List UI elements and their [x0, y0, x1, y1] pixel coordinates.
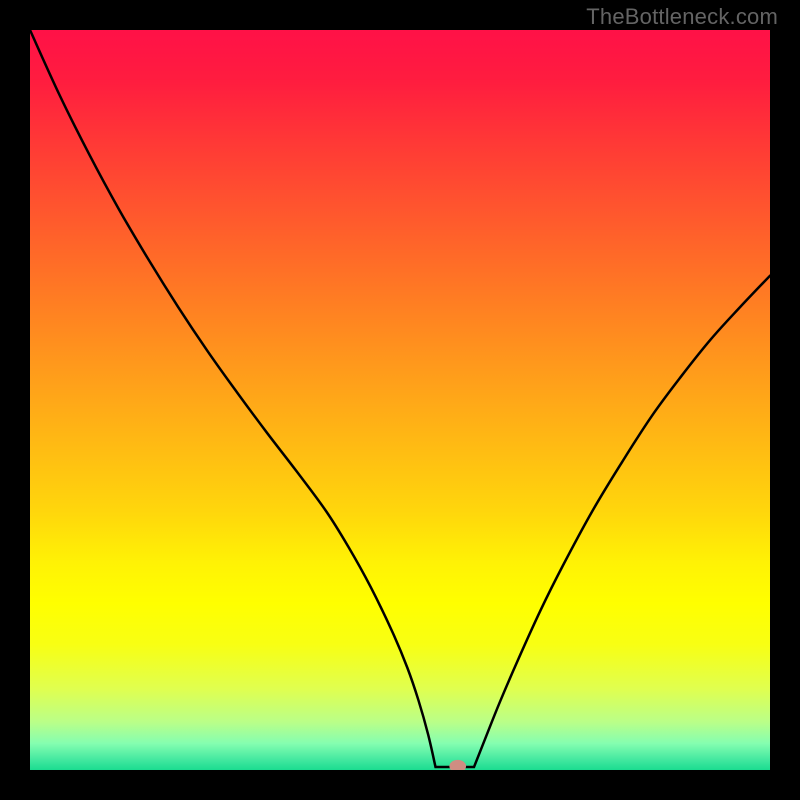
- watermark-label: TheBottleneck.com: [586, 4, 778, 30]
- gradient-background: [30, 30, 770, 770]
- figure-root: TheBottleneck.com: [0, 0, 800, 800]
- gradient-rect: [30, 30, 770, 770]
- plot-area: [30, 30, 770, 770]
